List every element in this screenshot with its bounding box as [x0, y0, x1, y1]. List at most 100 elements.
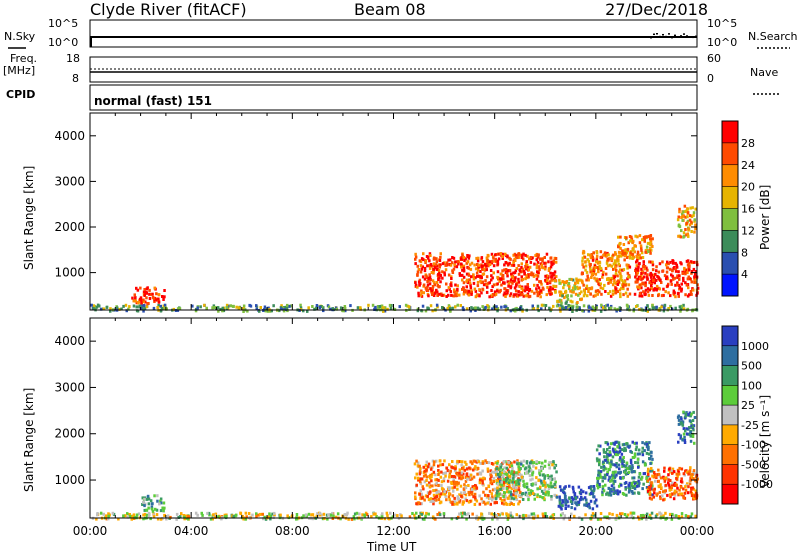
- velocity-cell: [643, 463, 647, 467]
- power-cell: [687, 227, 690, 231]
- velocity-cell: [495, 479, 498, 482]
- velocity-cell: [684, 429, 687, 433]
- power-cell: [533, 291, 536, 295]
- power-cell: [467, 266, 470, 270]
- power-cell: [428, 278, 431, 282]
- power-colorbar-swatch: [722, 252, 738, 275]
- velocity-cell: [517, 465, 520, 469]
- power-cell: [581, 309, 584, 313]
- velocity-frame: [89, 317, 698, 519]
- velocity-cell: [439, 492, 442, 496]
- power-cell: [643, 237, 646, 241]
- velocity-cell: [159, 499, 162, 503]
- velocity-cell: [259, 512, 262, 516]
- velocity-cell: [612, 474, 615, 477]
- power-cell: [289, 304, 293, 308]
- power-cell: [216, 306, 220, 310]
- velocity-cell: [484, 459, 487, 463]
- velocity-cell: [657, 479, 660, 483]
- power-cell: [504, 261, 507, 264]
- velocity-cell: [311, 513, 315, 517]
- velocity-cell: [621, 443, 625, 447]
- velocity-cell: [500, 480, 503, 484]
- power-cell: [452, 267, 456, 271]
- velocity-cell: [273, 511, 276, 515]
- power-data-region: [131, 286, 166, 306]
- velocity-cell: [496, 482, 500, 486]
- power-cell: [478, 307, 481, 311]
- power-cell: [687, 275, 690, 279]
- power-cell: [654, 272, 657, 276]
- power-cell: [680, 282, 683, 286]
- power-cell: [618, 270, 621, 274]
- velocity-cell: [413, 462, 417, 466]
- power-cell: [435, 267, 439, 271]
- velocity-cell: [691, 435, 695, 438]
- velocity-cell: [580, 517, 584, 521]
- velocity-cell: [624, 465, 627, 469]
- velocity-cell: [654, 514, 658, 518]
- power-cell: [554, 260, 558, 264]
- power-cell: [645, 245, 649, 249]
- power-cell: [641, 265, 645, 269]
- power-cell: [449, 309, 452, 313]
- power-cell: [491, 285, 494, 289]
- velocity-cell: [596, 481, 599, 485]
- power-cell: [646, 241, 650, 245]
- velocity-cell: [504, 501, 508, 505]
- velocity-cell: [506, 482, 510, 485]
- power-cell: [435, 281, 439, 284]
- power-cell: [632, 246, 635, 250]
- power-cell: [517, 290, 520, 294]
- velocity-cell: [584, 491, 588, 495]
- velocity-cell: [605, 455, 609, 459]
- velocity-cell: [415, 483, 418, 487]
- velocity-cell: [667, 481, 670, 485]
- velocity-cell: [542, 480, 546, 483]
- power-cell: [246, 309, 249, 313]
- power-cell: [606, 264, 610, 268]
- power-cell: [90, 303, 93, 307]
- power-cell: [476, 280, 480, 284]
- velocity-cell: [418, 464, 421, 468]
- power-cell: [454, 283, 457, 287]
- velocity-cell: [601, 493, 604, 497]
- power-cell: [553, 277, 556, 281]
- power-cell: [561, 294, 564, 298]
- velocity-cell: [662, 514, 665, 518]
- velocity-cell: [680, 421, 683, 425]
- velocity-cell: [162, 501, 166, 505]
- velocity-cell: [690, 487, 693, 491]
- power-cell: [456, 260, 459, 264]
- power-cell: [414, 262, 417, 266]
- power-cell: [619, 292, 622, 296]
- power-cell: [623, 236, 627, 239]
- velocity-cell: [596, 479, 600, 483]
- power-cell: [678, 207, 681, 211]
- velocity-colorbar-tick-label: -100: [741, 439, 766, 452]
- power-cell: [663, 303, 667, 307]
- power-cell: [383, 309, 387, 313]
- velocity-cell: [156, 499, 159, 503]
- velocity-cell: [599, 444, 602, 448]
- power-cell: [491, 293, 495, 296]
- power-cell: [514, 269, 518, 273]
- velocity-cell: [141, 503, 144, 506]
- x-tick-label: 20:00: [579, 524, 614, 538]
- power-cell: [550, 307, 553, 311]
- power-cell: [570, 277, 573, 281]
- velocity-cell: [448, 471, 452, 475]
- velocity-data-region: [646, 466, 699, 502]
- velocity-cell: [609, 475, 612, 479]
- power-cell: [590, 276, 593, 279]
- power-cell: [547, 267, 551, 271]
- power-cell: [556, 299, 559, 303]
- power-cell: [594, 272, 598, 276]
- power-cell: [633, 244, 636, 248]
- power-cell: [683, 204, 687, 208]
- velocity-cell: [441, 463, 445, 467]
- velocity-cell: [656, 492, 659, 496]
- power-cell: [473, 287, 477, 291]
- power-cell: [524, 253, 527, 257]
- velocity-cell: [187, 514, 190, 518]
